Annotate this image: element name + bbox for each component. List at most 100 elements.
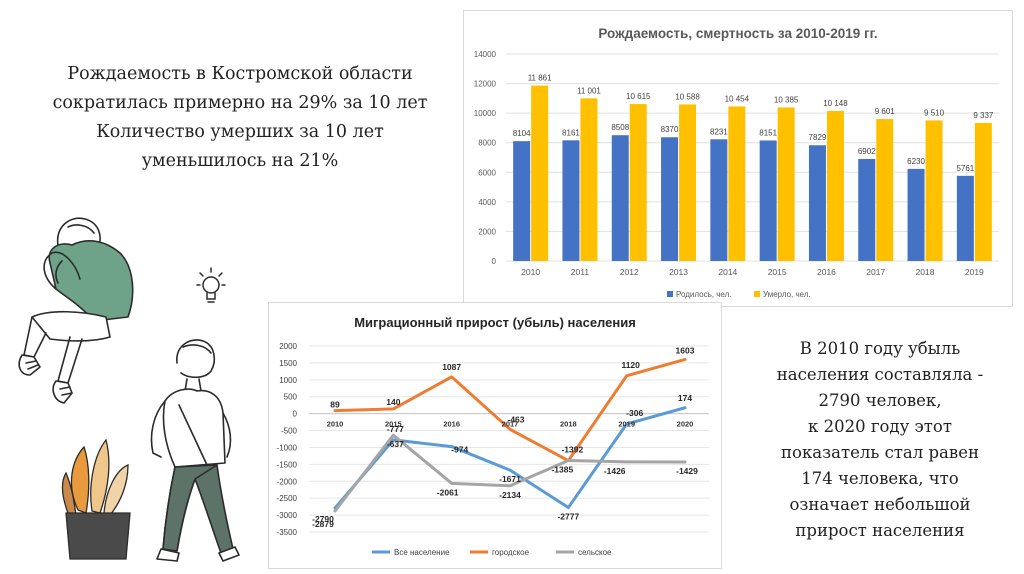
y-tick-label: 14000 <box>474 50 497 59</box>
deaths-data-label: 10 615 <box>626 92 651 101</box>
y-tick-label: -2500 <box>277 494 298 503</box>
deaths-data-label: 10 385 <box>774 95 799 104</box>
x-category-label: 2011 <box>571 267 590 277</box>
x-category-label: 2015 <box>768 267 787 277</box>
x-category-label: 2014 <box>718 267 737 277</box>
data-label: 140 <box>386 397 400 407</box>
x-category-label: 2010 <box>327 420 344 429</box>
births-data-label: 8151 <box>759 128 777 137</box>
note-line: В 2010 году убыль <box>799 339 961 358</box>
deaths-data-label: 11 861 <box>528 74 552 83</box>
potted-plant-illustration <box>61 438 131 560</box>
y-tick-label: 0 <box>293 410 298 419</box>
y-tick-label: 8000 <box>478 139 496 148</box>
y-tick-label: 10000 <box>474 109 497 118</box>
births-bar <box>808 145 826 261</box>
deaths-data-label: 11 001 <box>577 86 601 95</box>
x-category-label: 2016 <box>443 420 460 429</box>
data-label: 1120 <box>621 360 640 370</box>
data-label: 1603 <box>676 345 695 355</box>
y-tick-label: 2000 <box>279 342 297 351</box>
note-line: прирост населения <box>795 521 965 540</box>
data-label: -1671 <box>499 474 521 484</box>
deaths-bar <box>777 107 795 262</box>
deaths-data-label: 9 601 <box>875 107 896 116</box>
data-label: -974 <box>451 445 468 455</box>
note-line: Количество умерших за 10 лет <box>96 122 384 142</box>
standing-person-illustration <box>150 339 240 562</box>
x-category-label: 2016 <box>817 267 836 277</box>
note-line: населения составляла - <box>776 365 984 384</box>
y-tick-label: -3500 <box>277 528 298 537</box>
x-category-label: 2017 <box>502 420 519 429</box>
y-tick-label: 2000 <box>478 227 496 236</box>
deaths-data-label: 10 148 <box>823 99 848 108</box>
deaths-bar <box>876 119 894 261</box>
y-tick-label: 1500 <box>279 359 297 368</box>
legend-label: сельское <box>578 548 612 557</box>
deaths-data-label: 9 510 <box>924 108 945 117</box>
data-label: -2134 <box>499 490 521 500</box>
note-line: 2790 человек, <box>818 391 942 410</box>
deaths-bar <box>925 120 943 262</box>
data-label: 174 <box>678 393 692 403</box>
deaths-data-label: 9 337 <box>973 111 994 120</box>
births-data-label: 8161 <box>562 128 580 137</box>
y-tick-label: -1000 <box>277 443 298 452</box>
births-bar <box>562 140 580 261</box>
x-category-label: 2010 <box>521 267 540 277</box>
legend-label: городское <box>492 548 530 557</box>
y-tick-label: -500 <box>281 427 298 436</box>
legend-deaths-swatch <box>754 291 760 297</box>
data-label: -1426 <box>604 466 626 476</box>
data-label: 89 <box>330 400 340 410</box>
data-label: -777 <box>387 424 404 434</box>
y-tick-label: 0 <box>492 257 497 266</box>
note-line: Рождаемость в Костромской области <box>67 64 413 84</box>
births-bar <box>759 140 777 261</box>
deaths-bar <box>728 106 746 261</box>
x-category-label: 2015 <box>385 420 402 429</box>
note-line: означает небольшой <box>789 495 971 514</box>
rural-line <box>333 433 687 513</box>
y-tick-label: -2000 <box>277 477 298 486</box>
legend-label: Все население <box>394 548 450 557</box>
births-data-label: 7829 <box>809 133 827 142</box>
y-tick-label: 12000 <box>474 80 497 89</box>
x-category-label: 2017 <box>866 267 885 277</box>
x-category-label: 2019 <box>618 420 635 429</box>
births-bar <box>858 158 876 261</box>
births-bar <box>710 139 728 261</box>
data-label: -2061 <box>437 487 459 497</box>
urban-line <box>333 357 687 463</box>
x-category-label: 2012 <box>620 267 639 277</box>
note-line: уменьшилось на 21% <box>141 151 339 171</box>
data-label: -306 <box>626 408 643 418</box>
migration-chart: Миграционный прирост (убыль) населения -… <box>268 302 722 569</box>
data-label: -637 <box>387 439 404 449</box>
chart-title: Рождаемость, смертность за 2010-2019 гг. <box>598 26 877 41</box>
deaths-data-label: 10 454 <box>725 94 750 103</box>
data-label: -1429 <box>676 466 698 476</box>
chart-title: Миграционный прирост (убыль) населения <box>354 315 636 330</box>
x-category-label: 2018 <box>916 267 935 277</box>
total-population-line <box>333 406 687 510</box>
deaths-bar <box>826 110 844 261</box>
births-bar <box>611 135 629 261</box>
data-label: -1392 <box>561 445 583 455</box>
sitting-person-illustration <box>18 217 134 404</box>
births-bar <box>513 141 531 261</box>
y-tick-label: 4000 <box>478 198 496 207</box>
note-line: к 2020 году этот <box>808 417 952 436</box>
births-data-label: 8231 <box>710 127 728 136</box>
migration-chart-svg: Миграционный прирост (убыль) населения -… <box>277 315 709 557</box>
births-data-label: 5761 <box>956 164 974 173</box>
legend-births-label: Родилось, чел. <box>676 290 731 299</box>
legend-births-swatch <box>667 291 673 297</box>
deaths-bar <box>531 85 549 261</box>
y-tick-label: 1000 <box>279 376 297 385</box>
data-label: -2879 <box>312 519 334 529</box>
note-line: показатель стал равен <box>781 443 979 462</box>
y-tick-label: 500 <box>284 393 298 402</box>
legend-deaths-label: Умерло, чел. <box>763 290 811 299</box>
